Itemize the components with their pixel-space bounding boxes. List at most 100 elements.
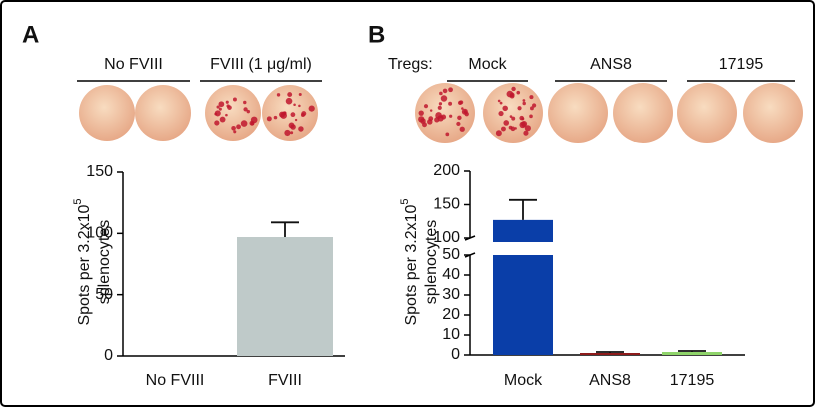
well-spot	[294, 118, 298, 122]
bar	[237, 237, 333, 356]
group-label: Mock	[468, 56, 507, 73]
y-label-text: Spots per 3.2x10	[76, 204, 93, 325]
well-spot	[438, 102, 443, 106]
well-spot	[219, 116, 226, 123]
y-tick-label: 100	[86, 225, 113, 242]
y-tick-label: 20	[442, 306, 460, 323]
well-spot	[529, 95, 534, 100]
well-spot	[429, 109, 433, 112]
well-spot	[459, 100, 464, 105]
y-tick-label: 40	[442, 266, 460, 283]
y-tick-label: 10	[442, 326, 460, 343]
well-spot	[284, 129, 291, 137]
well-spot	[498, 111, 504, 117]
well-spot	[445, 132, 450, 137]
well-spot	[495, 130, 502, 137]
well-spot	[418, 110, 424, 116]
x-tick-label: 17195	[670, 372, 715, 389]
y-tick-label: 0	[104, 347, 113, 364]
well-spot	[448, 101, 453, 106]
y-label-superscript: 5	[399, 198, 411, 204]
well-spot	[301, 111, 307, 117]
well-spot	[521, 117, 525, 121]
well	[135, 85, 191, 141]
well-spot	[524, 125, 531, 132]
well-spot	[441, 114, 447, 120]
well-spot	[287, 92, 293, 98]
bar	[493, 219, 553, 355]
y-tick-label: 100	[433, 229, 460, 246]
well-spot	[298, 126, 304, 132]
well-spot	[298, 93, 302, 97]
well-spot	[508, 125, 513, 130]
well-spot	[240, 120, 248, 127]
x-tick-label: Mock	[504, 372, 543, 389]
well-spot	[246, 109, 251, 114]
well-spot	[236, 124, 241, 130]
well-spot	[511, 116, 516, 121]
y-axis-label: splenocytes	[423, 220, 440, 305]
y-axis-label: Spots per 3.2x105	[72, 198, 93, 325]
x-tick-label: FVIII	[268, 372, 302, 389]
error-bar	[509, 198, 537, 220]
well-spot	[435, 112, 442, 119]
y-label-superscript: 5	[72, 198, 84, 204]
well-spot	[423, 104, 429, 109]
well-spot	[250, 116, 258, 124]
well-spot	[427, 119, 433, 125]
well-spot	[290, 131, 294, 135]
well-spot	[233, 130, 237, 134]
well-spot	[216, 105, 220, 109]
group-label: FVIII (1 μg/ml)	[210, 56, 312, 73]
well-spot	[276, 93, 281, 97]
well-spot	[285, 97, 293, 105]
well-spot	[440, 95, 448, 102]
group-label: ANS8	[590, 56, 632, 73]
y-axis-label: splenocytes	[96, 220, 113, 305]
well-spot	[243, 107, 248, 112]
well	[743, 83, 803, 143]
well	[613, 83, 673, 143]
well-spot	[214, 120, 220, 126]
well	[483, 83, 543, 143]
well-spot	[529, 114, 533, 119]
y-tick-label: 30	[442, 286, 460, 303]
well-spot	[519, 121, 526, 129]
well-spot	[461, 107, 464, 110]
well-spot	[449, 114, 453, 118]
well-spot	[422, 122, 427, 128]
well-spot	[439, 91, 443, 96]
panel-letter: A	[22, 21, 39, 48]
well-spot	[266, 116, 272, 122]
well-spot	[282, 111, 287, 116]
y-axis-label: Spots per 3.2x105	[399, 198, 420, 325]
well	[548, 83, 608, 143]
well-spot	[459, 126, 465, 132]
well-spot	[499, 101, 503, 105]
well-spot	[290, 112, 296, 118]
well-spot	[509, 92, 515, 98]
well-spot	[514, 127, 517, 130]
well-spot	[501, 126, 506, 132]
y-tick-label: 0	[451, 346, 460, 363]
well-spot	[442, 88, 448, 94]
well-spot	[298, 104, 301, 108]
well-spot	[273, 115, 278, 120]
well-spot	[516, 90, 521, 95]
well-spot	[218, 107, 222, 111]
well-spot	[511, 86, 516, 92]
well-spot	[243, 100, 247, 105]
y-tick-label: 150	[86, 163, 113, 180]
well	[262, 85, 318, 141]
well-spot	[448, 87, 453, 93]
y-label-text: Spots per 3.2x10	[403, 204, 420, 325]
header-prefix: Tregs:	[388, 56, 433, 73]
x-tick-label: ANS8	[589, 372, 631, 389]
well-spot	[308, 105, 315, 112]
well	[79, 85, 135, 141]
well-spot	[522, 99, 526, 102]
well-spot	[434, 117, 440, 123]
well-spot	[293, 103, 296, 107]
well-spot	[530, 106, 534, 111]
